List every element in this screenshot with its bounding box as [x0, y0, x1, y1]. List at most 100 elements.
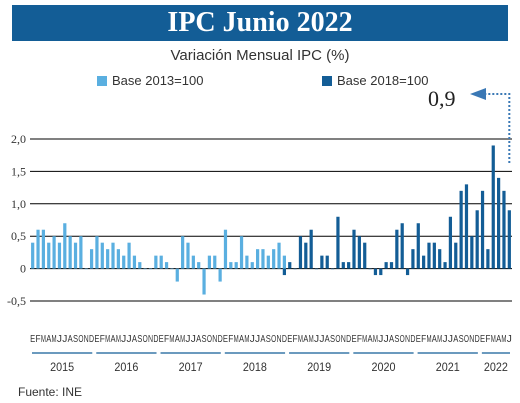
x-month-label: O: [143, 334, 148, 345]
bar-base-2013: [256, 249, 260, 269]
bar-base-2013: [79, 236, 83, 269]
bar-base-2018: [325, 255, 329, 269]
x-month-label: A: [110, 334, 115, 345]
x-month-label: M: [41, 334, 46, 345]
x-month-label: A: [432, 334, 437, 345]
bar-base-2013: [229, 262, 233, 269]
bar-base-2018: [507, 210, 511, 269]
x-month-label: A: [46, 334, 51, 345]
x-month-label: M: [105, 334, 110, 345]
bar-base-2018: [405, 268, 410, 276]
bar-base-2013: [132, 255, 137, 269]
source-note: Fuente: INE: [18, 385, 83, 399]
x-month-label: D: [346, 334, 351, 345]
bar-base-2013: [202, 268, 206, 295]
x-month-label: J: [378, 334, 383, 345]
bar-base-2013: [245, 255, 249, 269]
bar-base-2013: [186, 242, 190, 269]
bar-base-2018: [379, 268, 383, 276]
bar-base-2013: [282, 255, 286, 269]
bar-base-2018: [336, 216, 340, 269]
x-month-label: J: [121, 334, 126, 345]
bar-base-2018: [464, 184, 469, 269]
chart-subtitle: Variación Mensual IPC (%): [170, 47, 350, 64]
x-month-label: J: [57, 334, 62, 345]
x-month-label: J: [448, 334, 453, 345]
x-year-label: 2022: [484, 360, 508, 374]
bar-base-2013: [116, 249, 120, 269]
bar-base-2013: [89, 249, 94, 269]
x-month-label: S: [459, 334, 464, 345]
bar-base-2013: [143, 268, 147, 270]
legend-label-base-2013: Base 2013=100: [112, 73, 204, 88]
bar-base-2018: [288, 262, 292, 269]
x-month-label: D: [475, 334, 480, 345]
x-month-label: O: [464, 334, 469, 345]
x-month-label: N: [405, 334, 410, 345]
bar-base-2013: [272, 249, 276, 269]
title-banner: IPC Junio 2022: [12, 5, 508, 41]
bar-base-2018: [298, 236, 303, 269]
x-month-label: M: [373, 334, 378, 345]
bar-base-2018: [454, 242, 458, 269]
bar-base-2018: [384, 262, 388, 269]
legend-label-base-2018: Base 2018=100: [337, 73, 429, 88]
x-year-label: 2016: [114, 360, 138, 374]
bar-base-2018: [314, 268, 319, 270]
bar-base-2018: [427, 242, 431, 269]
bar-base-2013: [164, 262, 169, 269]
x-year-label: 2018: [243, 360, 267, 374]
x-month-label: F: [100, 334, 105, 345]
x-month-label: E: [30, 334, 35, 345]
x-month-label: E: [416, 334, 421, 345]
y-tick-label: 0,5: [11, 229, 26, 243]
x-month-label: S: [202, 334, 207, 345]
x-month-label: J: [319, 334, 324, 345]
bar-base-2018: [368, 268, 372, 270]
x-month-label: J: [62, 334, 67, 345]
bar-base-2018: [486, 249, 490, 269]
bar-base-2013: [52, 236, 56, 269]
bar-base-2013: [95, 236, 99, 269]
bar-base-2013: [197, 262, 201, 269]
x-month-label: A: [453, 334, 458, 345]
bar-base-2018: [347, 262, 351, 269]
x-month-label: J: [250, 334, 255, 345]
x-month-label: J: [443, 334, 448, 345]
x-month-label: O: [335, 334, 340, 345]
x-month-label: E: [287, 334, 292, 345]
x-month-label: F: [164, 334, 169, 345]
bar-base-2013: [31, 242, 35, 269]
bar-base-2018: [411, 249, 415, 269]
x-month-label: N: [469, 334, 474, 345]
x-month-label: O: [207, 334, 212, 345]
x-year-label: 2015: [50, 360, 74, 374]
bar-base-2013: [122, 255, 126, 269]
x-month-label: N: [84, 334, 89, 345]
x-month-label: J: [191, 334, 196, 345]
bar-base-2018: [422, 255, 426, 269]
legend-swatch-base-2018: [322, 75, 332, 86]
x-month-label: J: [255, 334, 260, 345]
bar-base-2013: [277, 242, 281, 269]
bar-base-2018: [491, 145, 495, 269]
bar-base-2018: [459, 190, 463, 269]
bar-base-2013: [100, 242, 104, 269]
bar-base-2013: [138, 262, 142, 269]
x-month-label: E: [223, 334, 228, 345]
x-month-label: F: [357, 334, 362, 345]
bar-base-2013: [47, 242, 51, 269]
bar-base-2013: [84, 268, 88, 270]
x-month-label: A: [496, 334, 501, 345]
x-month-label: A: [260, 334, 265, 345]
bar-base-2018: [357, 236, 361, 269]
bar-base-2018: [395, 229, 399, 269]
x-month-label: F: [293, 334, 298, 345]
x-year-label: 2019: [307, 360, 331, 374]
x-month-label: E: [94, 334, 99, 345]
bar-base-2013: [111, 242, 115, 269]
y-tick-label: 1,5: [11, 164, 26, 178]
x-month-label: J: [127, 334, 132, 345]
x-month-label: J: [384, 334, 389, 345]
x-month-label: F: [421, 334, 426, 345]
